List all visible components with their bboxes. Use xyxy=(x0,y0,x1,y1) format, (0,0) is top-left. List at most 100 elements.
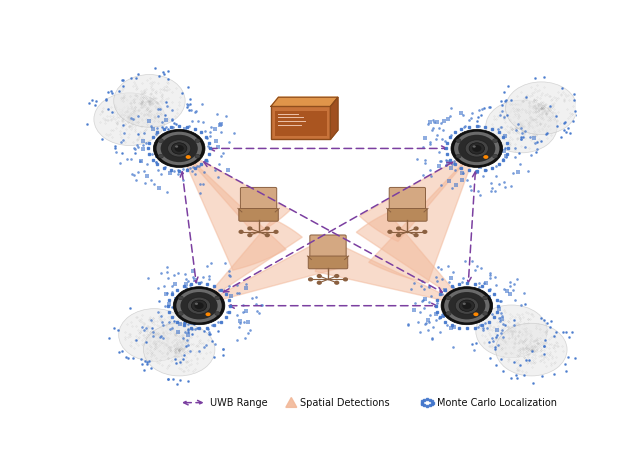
Point xyxy=(165,160,175,167)
Point xyxy=(455,164,465,172)
Point xyxy=(205,132,215,140)
Point xyxy=(190,170,200,178)
Point xyxy=(202,158,212,165)
Point xyxy=(513,168,523,175)
Point xyxy=(142,172,152,180)
Point xyxy=(186,167,196,174)
Point xyxy=(432,132,442,139)
Circle shape xyxy=(195,303,198,305)
Point xyxy=(495,310,506,317)
Point xyxy=(497,107,507,114)
Point xyxy=(225,272,236,279)
Point xyxy=(150,159,161,166)
Point xyxy=(188,163,198,171)
Point xyxy=(487,334,497,342)
Circle shape xyxy=(444,289,490,323)
Point xyxy=(474,279,484,287)
Circle shape xyxy=(175,145,178,148)
Point xyxy=(491,281,501,288)
Circle shape xyxy=(118,309,190,361)
Point xyxy=(474,122,484,130)
Circle shape xyxy=(274,230,278,233)
Point xyxy=(517,129,527,137)
Point xyxy=(198,180,208,187)
Point xyxy=(417,277,427,285)
Point xyxy=(500,133,511,140)
Point xyxy=(181,280,191,287)
Point xyxy=(152,124,162,132)
Point xyxy=(243,319,253,326)
Point xyxy=(173,269,183,276)
Point xyxy=(467,186,477,194)
Point xyxy=(131,177,141,184)
Point xyxy=(115,159,125,166)
Point xyxy=(241,280,252,288)
Point xyxy=(415,328,425,336)
Point xyxy=(431,277,442,285)
Point xyxy=(140,326,150,333)
Circle shape xyxy=(459,300,475,312)
Point xyxy=(478,324,488,332)
Point xyxy=(218,150,228,157)
Point xyxy=(156,332,166,340)
Point xyxy=(165,169,175,177)
Point xyxy=(435,162,445,170)
Point xyxy=(133,113,143,120)
Circle shape xyxy=(414,234,418,237)
Circle shape xyxy=(158,154,163,158)
Point xyxy=(209,293,220,300)
Point xyxy=(234,289,244,296)
Point xyxy=(214,161,225,168)
Polygon shape xyxy=(360,148,477,241)
Point xyxy=(183,102,193,109)
Point xyxy=(495,123,506,131)
Point xyxy=(444,278,454,285)
Point xyxy=(200,341,211,349)
Circle shape xyxy=(495,323,567,376)
Point xyxy=(169,161,179,168)
Point xyxy=(186,106,196,114)
Point xyxy=(221,112,231,120)
Point xyxy=(512,276,522,283)
Point xyxy=(440,137,450,144)
Point xyxy=(493,305,504,313)
Point xyxy=(178,177,188,184)
Circle shape xyxy=(414,227,418,230)
Point xyxy=(198,118,209,125)
Point xyxy=(412,155,422,163)
Point xyxy=(443,115,453,123)
Point xyxy=(532,146,543,153)
Point xyxy=(210,125,220,133)
Point xyxy=(187,117,197,125)
Point xyxy=(491,172,501,180)
Point xyxy=(456,176,467,184)
Point xyxy=(204,273,214,280)
Point xyxy=(152,284,163,292)
Circle shape xyxy=(483,155,488,159)
Point xyxy=(187,325,197,333)
Point xyxy=(188,273,198,280)
Point xyxy=(210,167,220,174)
Point xyxy=(186,281,196,289)
Circle shape xyxy=(493,139,498,142)
Point xyxy=(241,308,251,315)
Point xyxy=(418,296,428,304)
Polygon shape xyxy=(179,148,290,234)
Circle shape xyxy=(458,135,495,162)
Point xyxy=(408,279,419,287)
Circle shape xyxy=(178,312,183,315)
Point xyxy=(435,157,445,165)
Point xyxy=(431,274,441,281)
Point xyxy=(516,124,526,132)
Point xyxy=(194,347,204,354)
Point xyxy=(127,115,138,123)
Point xyxy=(151,131,161,138)
Polygon shape xyxy=(356,213,467,306)
Point xyxy=(435,328,445,335)
Circle shape xyxy=(195,302,204,309)
Point xyxy=(424,282,434,290)
Point xyxy=(457,278,467,285)
Circle shape xyxy=(397,234,401,237)
Point xyxy=(212,143,223,151)
Point xyxy=(142,161,152,168)
